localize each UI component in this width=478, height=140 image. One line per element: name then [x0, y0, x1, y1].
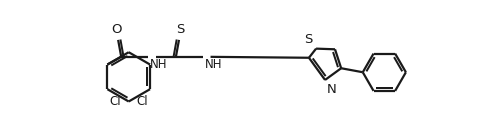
- Text: NH: NH: [205, 58, 222, 71]
- Text: N: N: [326, 83, 337, 96]
- Text: Cl: Cl: [136, 95, 148, 108]
- Text: O: O: [111, 23, 122, 36]
- Text: Cl: Cl: [109, 95, 121, 108]
- Text: S: S: [304, 33, 313, 46]
- Text: S: S: [176, 23, 185, 36]
- Text: NH: NH: [150, 58, 167, 71]
